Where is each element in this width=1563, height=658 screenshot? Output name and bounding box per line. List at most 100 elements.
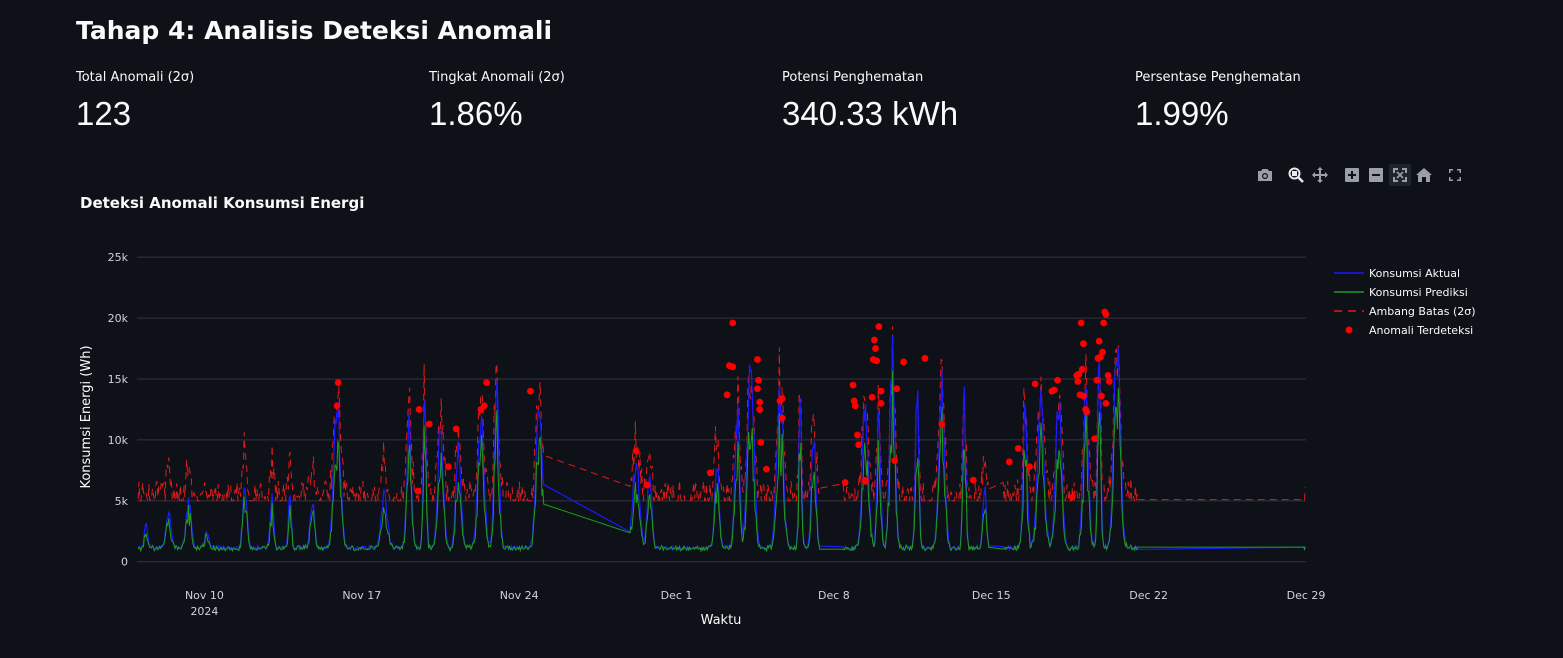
metric-value: 123 [76,95,132,132]
anomaly-point[interactable] [851,402,859,410]
anomaly-point[interactable] [415,406,423,413]
anomaly-point[interactable] [938,420,946,428]
anomaly-point[interactable] [333,402,341,410]
anomaly-point[interactable] [1078,365,1086,373]
anomaly-point[interactable] [854,431,861,439]
pan-icon[interactable] [1309,164,1331,186]
anomaly-point[interactable] [1102,311,1110,318]
zoom-icon[interactable] [1285,164,1307,186]
anomaly-point[interactable] [873,357,881,365]
x-tick-label: Dec 15 [972,589,1011,602]
anomaly-point[interactable] [891,457,899,465]
anomaly-point[interactable] [893,385,901,393]
legend-label: Konsumsi Prediksi [1369,286,1468,299]
anomaly-point[interactable] [414,487,422,495]
anomaly-point[interactable] [1068,493,1076,501]
anomaly-point[interactable] [706,469,714,477]
anomaly-point[interactable] [1095,337,1103,345]
y-tick-label: 20k [108,312,129,325]
anomaly-point[interactable] [480,402,488,410]
anomaly-point[interactable] [1074,378,1082,385]
chart-series [137,308,1306,553]
zoom-out-icon[interactable] [1365,164,1387,186]
anomaly-point[interactable] [1075,370,1083,378]
anomaly-point[interactable] [1098,392,1105,400]
anomaly-point[interactable] [425,420,433,428]
anomaly-point[interactable] [1050,386,1058,394]
y-tick-label: 0 [121,556,128,569]
anomaly-point[interactable] [877,399,885,407]
anomaly-point[interactable] [756,406,764,413]
anomaly-point[interactable] [1104,371,1112,379]
fullscreen-icon[interactable] [1444,164,1466,186]
anomaly-point[interactable] [969,476,977,484]
anomaly-point[interactable] [1083,408,1091,416]
autoscale-icon[interactable] [1389,164,1411,186]
anomaly-point[interactable] [483,379,490,387]
camera-icon[interactable] [1254,164,1276,186]
anomaly-point[interactable] [921,354,929,362]
chart-title: Deteksi Anomali Konsumsi Energi [80,194,364,212]
anomaly-point[interactable] [1014,445,1022,452]
anomaly-point[interactable] [855,441,863,449]
anomaly-point[interactable] [754,356,761,363]
metric-tingkat-anomali: Tingkat Anomali (2σ) 1.86% [429,70,565,133]
zoom-in-icon[interactable] [1341,164,1363,186]
metric-label: Tingkat Anomali (2σ) [429,70,565,85]
anomaly-point[interactable] [875,323,883,331]
anomaly-point[interactable] [334,379,342,387]
anomaly-point[interactable] [1054,376,1061,384]
anomaly-point[interactable] [1031,380,1039,388]
anomaly-point[interactable] [870,336,878,344]
home-icon[interactable] [1413,164,1435,186]
anomaly-point[interactable] [723,391,731,399]
anomaly-point[interactable] [1080,340,1087,348]
anomaly-point[interactable] [452,425,460,433]
chart-legend[interactable]: Konsumsi Aktual Konsumsi Prediksi Ambang… [1334,267,1476,337]
anomaly-point[interactable] [872,345,879,352]
anomaly-point[interactable] [868,393,876,401]
y-tick-label: 15k [108,373,129,386]
anomaly-point[interactable] [757,438,765,446]
x-axis-label: Waktu [701,613,742,628]
legend-item-anomaly[interactable]: Anomali Terdeteksi [1345,324,1474,337]
legend-item-threshold[interactable]: Ambang Batas (2σ) [1334,305,1476,318]
anomaly-point[interactable] [1093,376,1101,384]
legend-item-predicted[interactable]: Konsumsi Prediksi [1334,286,1468,299]
anomaly-point[interactable] [763,465,770,473]
series-threshold-line [137,326,1306,503]
anomaly-point[interactable] [877,387,885,395]
anomaly-point[interactable] [756,398,764,406]
anomaly-point[interactable] [900,358,907,366]
anomaly-point[interactable] [1100,319,1108,327]
x-tick-sublabel: 2024 [190,605,218,618]
anomaly-point[interactable] [729,319,737,327]
anomaly-point[interactable] [1099,348,1106,356]
anomaly-point[interactable] [841,479,849,486]
legend-label: Ambang Batas (2σ) [1369,305,1476,318]
anomaly-point[interactable] [849,381,857,389]
anomaly-point[interactable] [1105,378,1113,385]
anomaly-point[interactable] [755,376,762,384]
anomaly-point[interactable] [1005,458,1013,466]
anomaly-point[interactable] [527,387,534,395]
anomaly-point[interactable] [1080,392,1087,400]
anomaly-point[interactable] [1026,463,1033,471]
anomaly-point[interactable] [754,385,761,393]
anomaly-point[interactable] [444,463,452,471]
anomaly-point[interactable] [643,481,651,489]
metric-persentase-penghematan: Persentase Penghematan 1.99% [1135,70,1301,133]
anomaly-point[interactable] [632,447,640,455]
legend-item-actual[interactable]: Konsumsi Aktual [1334,267,1460,280]
anomaly-point[interactable] [778,395,786,402]
x-tick-label: Dec 29 [1287,589,1326,602]
page-title: Tahap 4: Analisis Deteksi Anomali [76,16,553,45]
anomaly-point[interactable] [1077,319,1085,327]
anomaly-point[interactable] [1091,435,1099,443]
anomaly-point[interactable] [729,363,737,371]
anomaly-point[interactable] [1102,399,1110,407]
anomaly-point[interactable] [778,414,786,422]
anomaly-point[interactable] [861,476,869,484]
legend-label: Anomali Terdeteksi [1369,324,1473,337]
